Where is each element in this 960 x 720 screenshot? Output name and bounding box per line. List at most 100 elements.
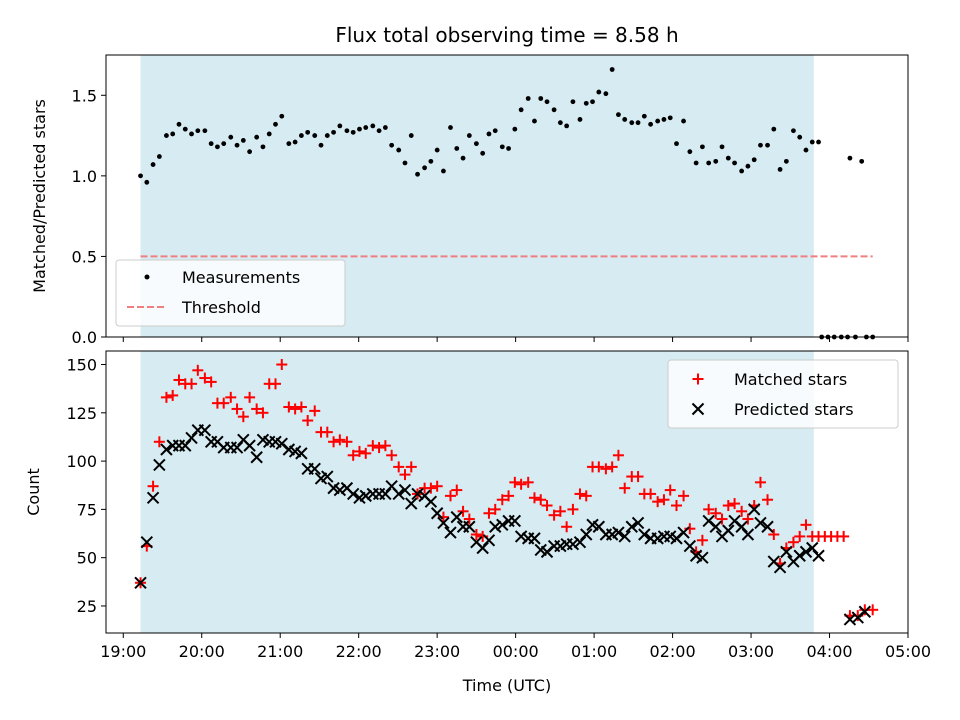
measurement-point — [635, 120, 641, 126]
predicted-point — [566, 537, 580, 551]
measurement-point — [648, 121, 654, 127]
matched-point — [405, 461, 417, 473]
measurement-point — [389, 142, 395, 148]
predicted-point — [146, 491, 160, 505]
matched-point — [528, 492, 540, 504]
matched-point — [593, 461, 605, 473]
time-x-tick-label: 00:00 — [493, 642, 539, 661]
predicted-point-b — [612, 526, 625, 539]
ratio-legend: Measurements Threshold — [115, 259, 346, 327]
measurement-point — [370, 123, 376, 129]
matched-point — [561, 521, 573, 533]
matched-point — [658, 494, 670, 506]
matched-point — [729, 498, 741, 510]
matched-point — [645, 488, 657, 500]
predicted-point-b — [754, 516, 767, 530]
measurement-point — [286, 141, 292, 147]
predicted-point-b — [528, 532, 541, 545]
measurement-point — [144, 179, 150, 185]
measurement-point — [719, 144, 725, 150]
matched-point — [762, 494, 774, 506]
measurement-point — [655, 118, 661, 124]
predicted-point — [773, 561, 787, 574]
matched-point — [431, 480, 443, 492]
count-legend: Matched stars Predicted stars — [667, 359, 899, 429]
chart-title: Flux total observing time = 8.58 h — [335, 23, 678, 47]
matched-point — [147, 480, 159, 492]
predicted-point-b — [514, 530, 528, 543]
predicted-point-b — [793, 549, 806, 562]
predicted-point-b — [741, 528, 755, 541]
predicted-point — [508, 514, 522, 528]
matched-point — [205, 376, 217, 388]
measurement-point — [202, 128, 208, 134]
predicted-point — [858, 605, 872, 618]
matched-point — [321, 426, 333, 438]
predicted-point-b — [573, 536, 587, 549]
matched-point — [399, 469, 411, 481]
matched-point — [619, 482, 631, 494]
predicted-point — [243, 439, 256, 452]
matched-point — [535, 494, 547, 506]
measurement-point — [699, 144, 705, 150]
matched-point — [347, 449, 359, 461]
predicted-point-b — [696, 551, 709, 564]
predicted-point-b — [321, 470, 334, 483]
matched-point — [678, 490, 690, 502]
predicted-point-b — [198, 423, 212, 437]
ratio-x-ticks — [122, 337, 909, 342]
predicted-point-b — [476, 541, 489, 555]
predicted-point-b — [418, 489, 431, 503]
predicted-point-b — [250, 451, 263, 464]
predicted-point-b — [134, 576, 147, 589]
matched-point — [742, 513, 754, 525]
measurement-points — [138, 67, 876, 340]
predicted-point-b — [625, 520, 638, 533]
measurement-point — [240, 138, 246, 143]
measurement-point — [195, 128, 201, 134]
measurement-point — [396, 147, 402, 153]
time-x-tick-label: 05:00 — [885, 642, 931, 661]
measurement-point — [758, 142, 763, 148]
measurement-point — [428, 158, 434, 164]
matched-point — [270, 378, 282, 390]
measurement-point — [771, 126, 777, 132]
matched-point — [838, 530, 850, 542]
predicted-point-b — [359, 489, 372, 503]
matched-point — [451, 484, 463, 496]
measurement-point — [577, 117, 583, 122]
matched-point — [302, 415, 314, 427]
count-y-tick-label: 50 — [77, 549, 97, 568]
predicted-point-b — [631, 516, 645, 530]
measurement-point — [667, 115, 673, 121]
matched-point — [244, 391, 256, 403]
ratio-y-ticks: 0.0 0.5 1.0 1.5 — [72, 86, 106, 347]
matched-point — [574, 488, 586, 500]
measurement-point — [622, 117, 628, 122]
matched-point — [186, 378, 198, 390]
predicted-point — [185, 431, 198, 445]
matched-point — [716, 513, 728, 525]
predicted-point — [638, 528, 651, 541]
matched-point — [554, 505, 566, 517]
predicted-point-b — [327, 481, 340, 495]
measurement-point — [422, 165, 428, 171]
predicted-point-b — [346, 487, 360, 501]
predicted-point — [812, 549, 825, 562]
predicted-point — [321, 470, 334, 483]
predicted-point-b — [392, 487, 405, 501]
predicted-point-b — [444, 526, 457, 539]
measurement-point — [791, 128, 796, 134]
predicted-point-b — [508, 514, 522, 528]
predicted-point-b — [728, 514, 741, 528]
count-legend-box — [667, 359, 899, 429]
predicted-star-points — [134, 423, 872, 626]
count-y-tick-label: 100 — [66, 452, 97, 471]
predicted-point-b — [566, 537, 580, 551]
predicted-point — [514, 530, 528, 543]
matched-point — [652, 496, 664, 508]
measurement-point — [603, 91, 609, 97]
measurement-point — [441, 168, 446, 174]
predicted-point — [346, 487, 360, 501]
measurement-point — [609, 67, 615, 72]
